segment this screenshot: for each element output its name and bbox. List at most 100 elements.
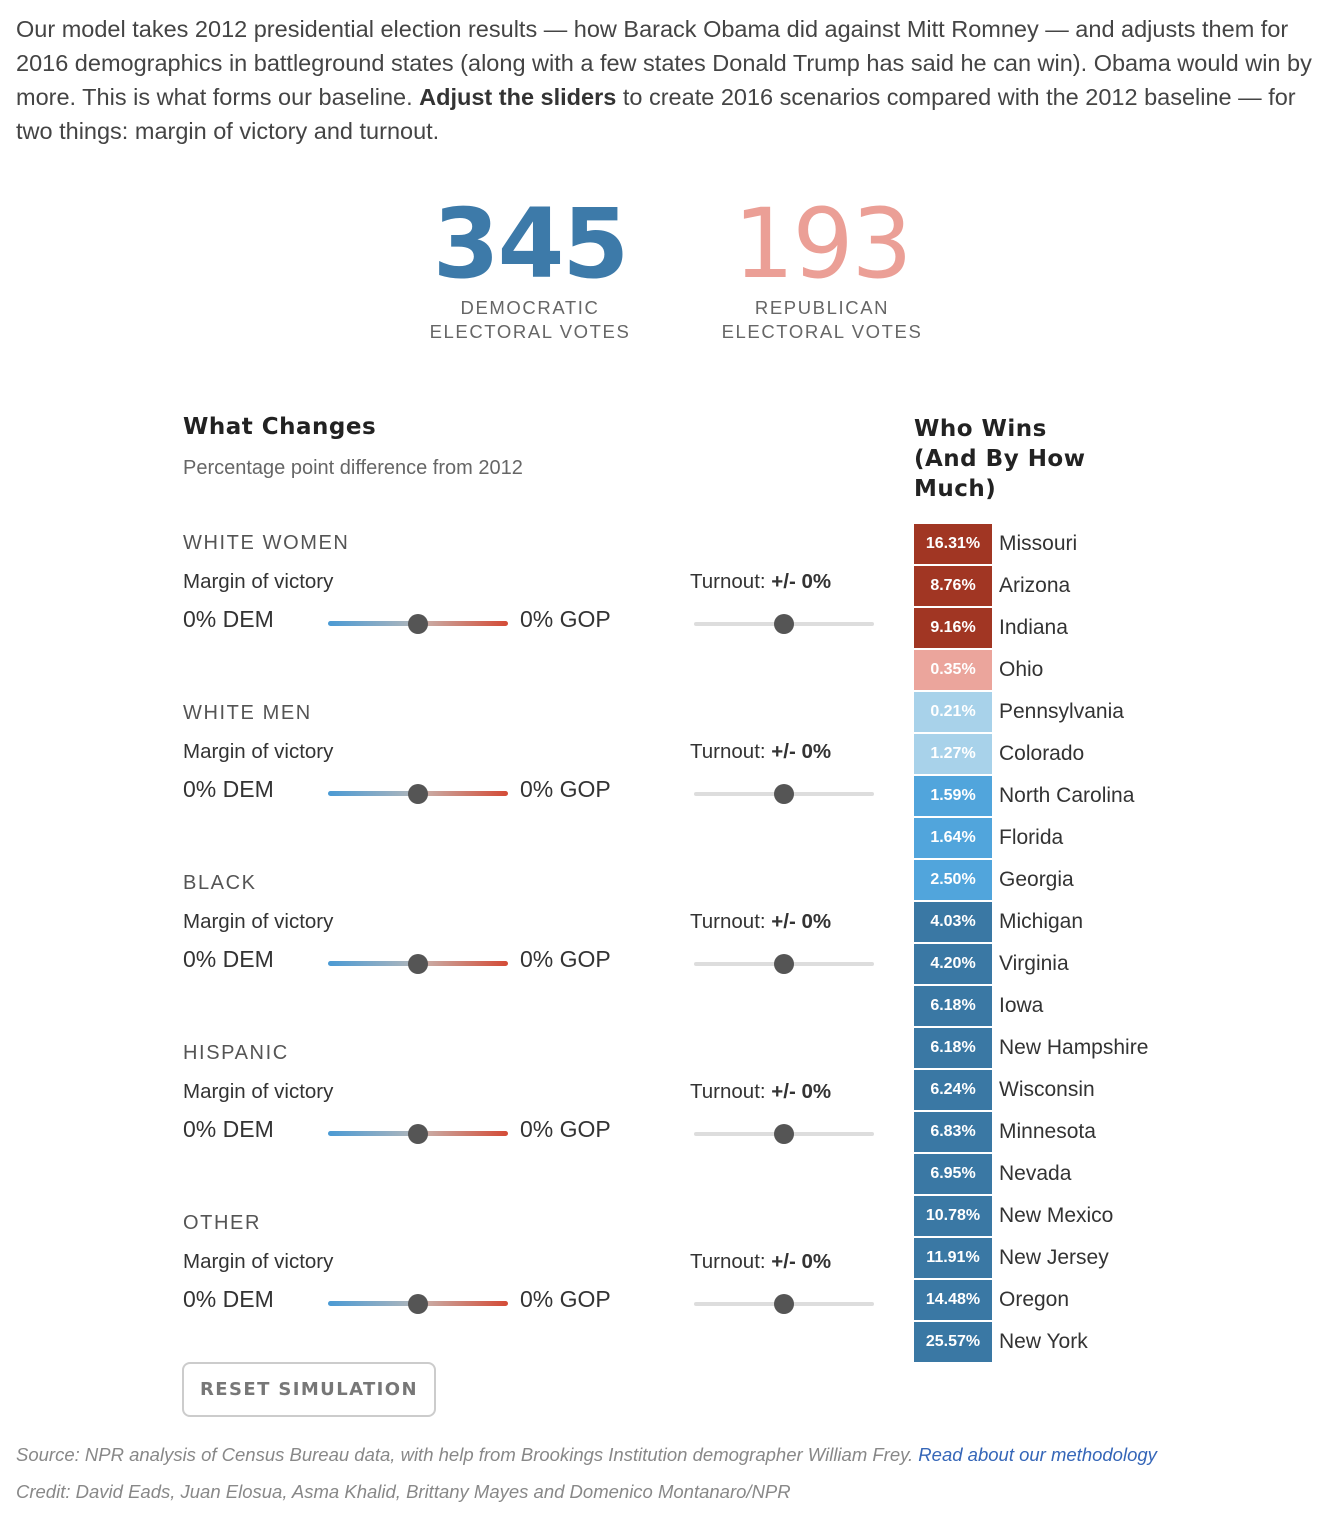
state-row: 6.24% Wisconsin — [914, 1070, 1214, 1112]
state-margin-badge: 8.76% — [914, 566, 992, 606]
who-wins-title-line1: Who Wins — [914, 416, 1047, 442]
state-margin-badge: 9.16% — [914, 608, 992, 648]
margin-dem-value: 0% DEM — [183, 946, 274, 972]
state-name: Missouri — [999, 532, 1078, 555]
state-name: Indiana — [999, 616, 1068, 639]
state-row: 2.50% Georgia — [914, 860, 1214, 902]
state-name: North Carolina — [999, 784, 1135, 807]
state-margin-badge: 1.64% — [914, 818, 992, 858]
turnout-value: +/- 0% — [771, 910, 832, 933]
state-name: New Hampshire — [999, 1036, 1149, 1059]
state-margin-badge: 2.50% — [914, 860, 992, 900]
turnout-label-text: Turnout: — [690, 570, 766, 593]
democratic-tally: 345 DEMOCRATIC ELECTORAL VOTES — [410, 192, 650, 344]
group-other: OTHER Margin of victory 0% DEM 0% GOP Turnou… — [183, 1212, 883, 1352]
turnout-slider-handle[interactable] — [774, 614, 794, 634]
turnout-value: +/- 0% — [771, 740, 832, 763]
margin-dem-value: 0% DEM — [183, 606, 274, 632]
state-row: 9.16% Indiana — [914, 608, 1214, 650]
state-name: New Mexico — [999, 1204, 1114, 1227]
group-black: BLACK Margin of victory 0% DEM 0% GOP Turnou… — [183, 872, 883, 1012]
turnout-value: +/- 0% — [771, 1080, 832, 1103]
state-row: 16.31% Missouri — [914, 524, 1214, 566]
turnout-slider-handle[interactable] — [774, 1124, 794, 1144]
margin-dem-value: 0% DEM — [183, 776, 274, 802]
democratic-electoral-votes: 345 — [432, 188, 629, 300]
turnout-label: Turnout: +/- 0% — [690, 570, 831, 594]
state-margin-badge: 4.20% — [914, 944, 992, 984]
turnout-value: +/- 0% — [771, 1250, 832, 1273]
turnout-label-text: Turnout: — [690, 910, 766, 933]
margin-slider-handle[interactable] — [408, 784, 428, 804]
turnout-label-text: Turnout: — [690, 1250, 766, 1273]
state-margin-badge: 11.91% — [914, 1238, 992, 1278]
state-name: New Jersey — [999, 1246, 1109, 1269]
state-row: 8.76% Arizona — [914, 566, 1214, 608]
republican-label-line1: REPUBLICAN — [754, 297, 890, 318]
state-row: 4.03% Michigan — [914, 902, 1214, 944]
margin-gop-value: 0% GOP — [520, 946, 611, 972]
state-name: Georgia — [999, 868, 1074, 891]
state-margin-badge: 0.21% — [914, 692, 992, 732]
margin-gop-value: 0% GOP — [520, 776, 611, 802]
group-name: WHITE WOMEN — [183, 532, 350, 554]
state-row: 4.20% Virginia — [914, 944, 1214, 986]
who-wins-title-line2: (And By How — [914, 446, 1086, 472]
state-row: 1.59% North Carolina — [914, 776, 1214, 818]
who-wins-title: Who Wins (And By How Much) — [914, 414, 1114, 504]
intro-text: Our model takes 2012 presidential electi… — [16, 16, 1312, 110]
state-name: New York — [999, 1330, 1088, 1353]
republican-label-line2: ELECTORAL VOTES — [721, 321, 923, 342]
what-changes-title: What Changes — [183, 414, 377, 440]
turnout-label: Turnout: +/- 0% — [690, 1250, 831, 1274]
turnout-value: +/- 0% — [771, 570, 832, 593]
margin-label: Margin of victory — [183, 740, 334, 763]
group-name: BLACK — [183, 872, 257, 894]
intro-paragraph: Our model takes 2012 presidential electi… — [16, 12, 1316, 148]
state-row: 1.27% Colorado — [914, 734, 1214, 776]
state-name: Minnesota — [999, 1120, 1096, 1143]
margin-label: Margin of victory — [183, 1080, 334, 1103]
state-row: 0.35% Ohio — [914, 650, 1214, 692]
margin-slider-handle[interactable] — [408, 1124, 428, 1144]
group-name: HISPANIC — [183, 1042, 289, 1064]
state-margin-badge: 0.35% — [914, 650, 992, 690]
turnout-label: Turnout: +/- 0% — [690, 1080, 831, 1104]
state-results-list: 16.31% Missouri 8.76% Arizona 9.16% Indiana 0.… — [914, 524, 1214, 1364]
turnout-label: Turnout: +/- 0% — [690, 740, 831, 764]
state-margin-badge: 16.31% — [914, 524, 992, 564]
turnout-label: Turnout: +/- 0% — [690, 910, 831, 934]
state-margin-badge: 1.59% — [914, 776, 992, 816]
margin-slider-handle[interactable] — [408, 1294, 428, 1314]
state-margin-badge: 10.78% — [914, 1196, 992, 1236]
margin-label: Margin of victory — [183, 1250, 334, 1273]
state-margin-badge: 6.95% — [914, 1154, 992, 1194]
margin-slider-handle[interactable] — [408, 614, 428, 634]
state-margin-badge: 1.27% — [914, 734, 992, 774]
democratic-label-line1: DEMOCRATIC — [460, 297, 600, 318]
state-row: 14.48% Oregon — [914, 1280, 1214, 1322]
margin-slider-handle[interactable] — [408, 954, 428, 974]
turnout-slider-handle[interactable] — [774, 784, 794, 804]
state-name: Arizona — [999, 574, 1071, 597]
reset-simulation-button[interactable]: RESET SIMULATION — [182, 1362, 436, 1417]
democratic-label-line2: ELECTORAL VOTES — [429, 321, 631, 342]
intro-text-end: to create 2016 scenarios compared with t… — [16, 84, 1296, 144]
state-row: 25.57% New York — [914, 1322, 1214, 1364]
group-white-men: WHITE MEN Margin of victory 0% DEM 0% GOP Tu… — [183, 702, 883, 842]
source-text: Source: NPR analysis of Census Bureau da… — [16, 1444, 919, 1465]
state-row: 6.18% Iowa — [914, 986, 1214, 1028]
state-margin-badge: 6.24% — [914, 1070, 992, 1110]
turnout-slider-handle[interactable] — [774, 1294, 794, 1314]
state-row: 6.18% New Hampshire — [914, 1028, 1214, 1070]
margin-label: Margin of victory — [183, 910, 334, 933]
state-name: Oregon — [999, 1288, 1070, 1311]
methodology-link[interactable]: Read about our methodology — [918, 1444, 1157, 1465]
state-row: 6.95% Nevada — [914, 1154, 1214, 1196]
intro-emphasis: Adjust the sliders — [419, 84, 617, 110]
what-changes-subtitle: Percentage point difference from 2012 — [183, 457, 523, 479]
state-name: Pennsylvania — [999, 700, 1124, 723]
margin-dem-value: 0% DEM — [183, 1286, 274, 1312]
group-name: WHITE MEN — [183, 702, 312, 724]
turnout-slider-handle[interactable] — [774, 954, 794, 974]
